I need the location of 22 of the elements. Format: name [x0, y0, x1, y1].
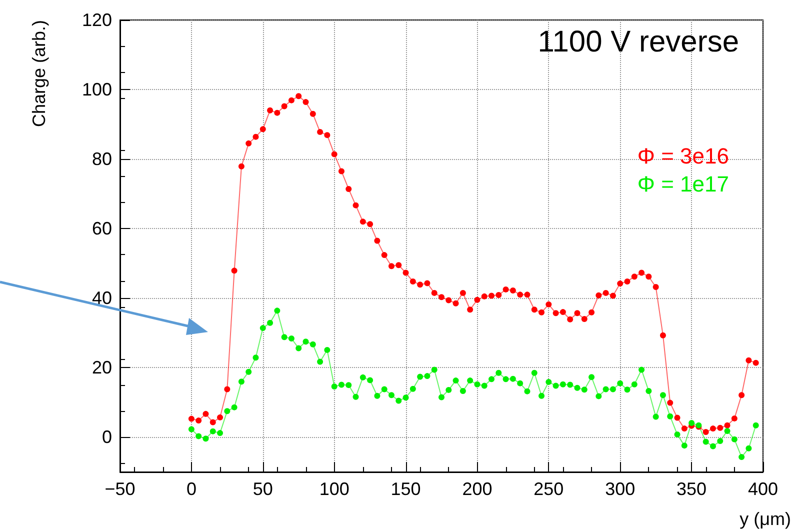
y-tick-label: 0: [102, 427, 112, 448]
x-tick-label: 400: [748, 479, 778, 499]
y-tick-label: 40: [92, 288, 112, 308]
text: Φ = 3e16: [637, 144, 730, 168]
y-tick-label: 20: [92, 358, 112, 378]
x-tick-label: 350: [676, 479, 707, 499]
chart-title: 1100 V reverse: [538, 26, 740, 58]
y-tick-label: 60: [92, 218, 112, 239]
x-tick-label: 100: [319, 479, 350, 499]
x-tick-label: 150: [390, 479, 421, 499]
x-tick-label: 0: [186, 479, 196, 499]
x-tick-label: 200: [462, 479, 492, 499]
x-tick-label: 50: [252, 479, 273, 499]
y-tick-label: 100: [82, 80, 112, 100]
text: Φ = 1e17: [637, 172, 730, 196]
x-tick-label: −50: [104, 479, 136, 499]
x-axis-title: y (μm): [740, 509, 791, 529]
y-axis-title: Charge (arb.): [29, 20, 49, 128]
y-tick-label: 80: [92, 149, 112, 170]
y-tick-label: 120: [82, 10, 112, 30]
x-tick-label: 250: [534, 479, 564, 499]
x-tick-label: 300: [605, 479, 636, 499]
